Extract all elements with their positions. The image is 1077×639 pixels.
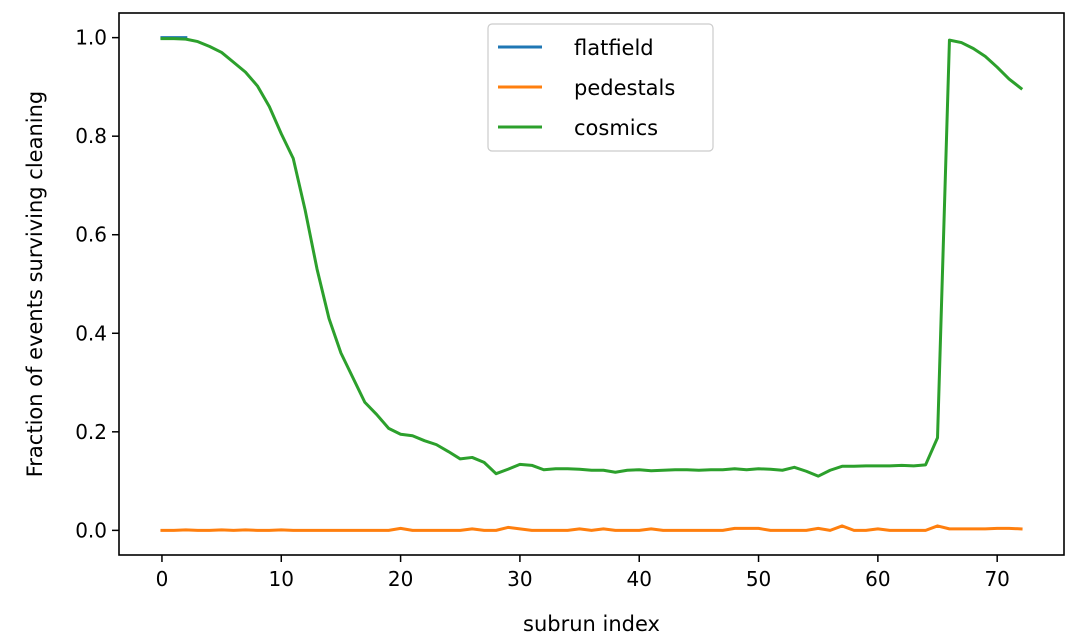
y-axis-ticks: 0.0 0.2 0.4 0.6 0.8 1.0 [75, 26, 119, 542]
y-tick-label: 0.4 [75, 321, 107, 345]
series-line-pedestals [160, 524, 1023, 532]
x-tick-label: 70 [984, 567, 1009, 591]
x-tick-label: 0 [156, 567, 169, 591]
legend-label-flatfield: flatfield [574, 36, 654, 60]
x-tick-label: 40 [627, 567, 652, 591]
plot-frame [118, 12, 1065, 556]
x-tick-label: 30 [507, 567, 532, 591]
x-tick-label: 10 [269, 567, 294, 591]
y-tick-label: 0.0 [75, 518, 107, 542]
legend-label-pedestals: pedestals [574, 76, 675, 100]
y-tick-label: 0.2 [75, 420, 107, 444]
x-axis-label: subrun index [523, 612, 660, 636]
y-tick-label: 1.0 [75, 26, 107, 50]
x-tick-label: 50 [746, 567, 771, 591]
y-axis-label: Fraction of events surviving cleaning [23, 91, 47, 478]
series-layer [160, 36, 1024, 532]
x-tick-label: 20 [388, 567, 413, 591]
y-tick-label: 0.8 [75, 124, 107, 148]
x-tick-label: 60 [865, 567, 890, 591]
legend: flatfield pedestals cosmics [487, 23, 714, 152]
legend-box [487, 23, 714, 152]
legend-label-cosmics: cosmics [574, 116, 658, 140]
x-axis-ticks: 0 10 20 30 40 50 60 70 [156, 555, 1010, 591]
y-tick-label: 0.6 [75, 223, 107, 247]
series-line-cosmics [160, 37, 1024, 478]
